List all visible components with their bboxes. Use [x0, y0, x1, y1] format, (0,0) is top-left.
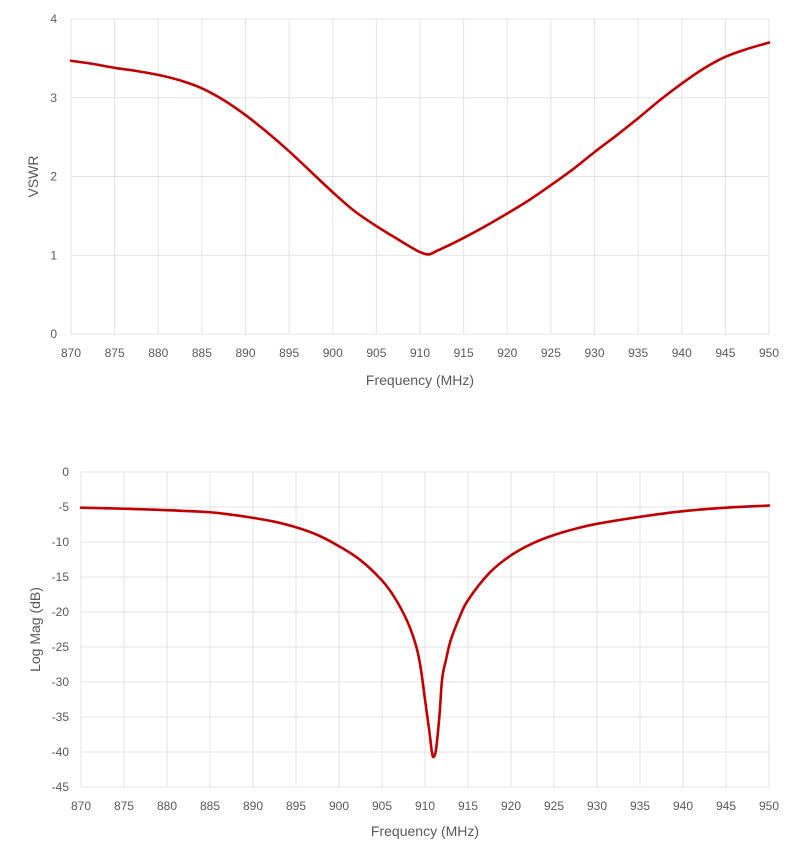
y-tick-label: 2 — [50, 170, 57, 184]
y-tick-label: -40 — [52, 745, 70, 759]
y-tick-label: -20 — [52, 605, 70, 619]
x-tick-label: 885 — [192, 346, 212, 360]
y-tick-label: -10 — [52, 535, 70, 549]
x-tick-label: 870 — [61, 346, 81, 360]
y-tick-label: 0 — [62, 465, 69, 479]
x-axis-title: Frequency (MHz) — [366, 372, 474, 388]
y-tick-label: -35 — [52, 710, 70, 724]
vswr-chart: 870 875 880 885 890 895 900 905 910 915 920 925 930 9… — [25, 12, 779, 388]
x-tick-label: 940 — [672, 346, 692, 360]
log-mag-chart: 870 875 880 885 890 895 900 905 910 915 920 925 930 9… — [27, 465, 779, 839]
y-tick-label: 4 — [50, 12, 57, 26]
y-tick-label: -15 — [52, 570, 70, 584]
x-tick-label: 875 — [114, 799, 134, 813]
x-tick-label: 950 — [759, 346, 779, 360]
x-tick-label: 945 — [715, 346, 735, 360]
y-axis-title: Log Mag (dB) — [27, 587, 43, 672]
y-tick-label: -45 — [52, 780, 70, 794]
x-tick-label: 885 — [200, 799, 220, 813]
series-line — [79, 504, 771, 759]
y-tick-label: 3 — [50, 91, 57, 105]
x-tick-label: 925 — [541, 346, 561, 360]
x-tick-label: 915 — [454, 346, 474, 360]
y-axis-title: VSWR — [25, 156, 41, 198]
x-tick-label: 930 — [587, 799, 607, 813]
x-tick-label: 920 — [497, 346, 517, 360]
x-tick-label: 880 — [157, 799, 177, 813]
x-tick-label: 880 — [148, 346, 168, 360]
y-tick-label: -30 — [52, 675, 70, 689]
x-tick-label: 890 — [243, 799, 263, 813]
x-tick-label: 920 — [501, 799, 521, 813]
x-tick-label: 940 — [673, 799, 693, 813]
x-tick-label: 910 — [410, 346, 430, 360]
x-tick-label: 870 — [71, 799, 91, 813]
x-tick-label: 915 — [458, 799, 478, 813]
x-axis-title: Frequency (MHz) — [371, 823, 479, 839]
x-tick-label: 905 — [366, 346, 386, 360]
y-tick-label: -5 — [58, 500, 69, 514]
x-tick-label: 950 — [759, 799, 779, 813]
x-tick-label: 900 — [323, 346, 343, 360]
x-tick-label: 910 — [415, 799, 435, 813]
x-tick-label: 925 — [544, 799, 564, 813]
x-tick-label: 875 — [105, 346, 125, 360]
x-tick-label: 895 — [279, 346, 299, 360]
series-line — [69, 41, 771, 256]
x-tick-label: 895 — [286, 799, 306, 813]
y-tick-label: 0 — [50, 327, 57, 341]
x-tick-label: 935 — [630, 799, 650, 813]
x-tick-label: 935 — [628, 346, 648, 360]
x-tick-label: 900 — [329, 799, 349, 813]
y-tick-label: -25 — [52, 640, 70, 654]
y-tick-label: 1 — [50, 248, 57, 262]
x-tick-label: 930 — [584, 346, 604, 360]
x-tick-label: 905 — [372, 799, 392, 813]
x-tick-label: 890 — [235, 346, 255, 360]
x-tick-label: 945 — [716, 799, 736, 813]
